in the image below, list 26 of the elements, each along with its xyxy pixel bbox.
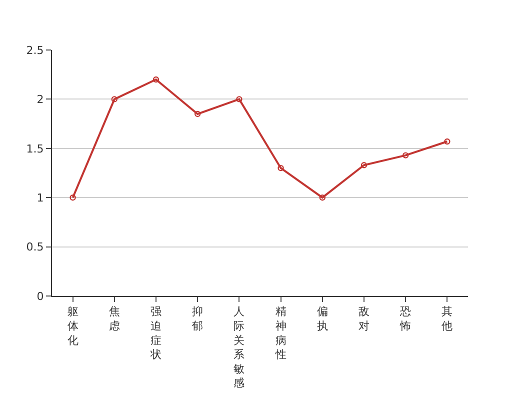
point <box>194 110 201 118</box>
y-tick-label: 1.5 <box>26 142 44 156</box>
x-tick-label: 焦虑 <box>108 305 120 332</box>
x-tick-label: 敌对 <box>358 305 370 332</box>
point <box>70 194 76 201</box>
y-tick-label: 2.5 <box>26 44 44 57</box>
x-tick-label: 强迫症状 <box>150 305 162 362</box>
point <box>444 138 450 145</box>
y-tick-label: 1 <box>36 191 44 204</box>
x-tick-label: 偏执 <box>316 305 328 332</box>
x-tick-label: 躯体化 <box>67 305 78 347</box>
point <box>111 96 118 102</box>
point <box>152 76 160 83</box>
x-tick-label: 人际关系敏感 <box>234 305 245 390</box>
x-tick-label: 恐怖 <box>399 305 412 332</box>
x-tick-label: 其他 <box>442 305 453 332</box>
point <box>236 96 242 102</box>
x-tick-label: 精神病性 <box>274 305 286 362</box>
point <box>402 152 409 158</box>
y-tick-label: 0.5 <box>26 240 44 254</box>
x-tick-label: 抑郁 <box>192 305 204 332</box>
y-tick-label: 2 <box>36 93 44 106</box>
point <box>278 164 284 172</box>
y-tick-label: 0 <box>36 290 44 303</box>
point <box>319 194 326 201</box>
point <box>360 162 368 168</box>
